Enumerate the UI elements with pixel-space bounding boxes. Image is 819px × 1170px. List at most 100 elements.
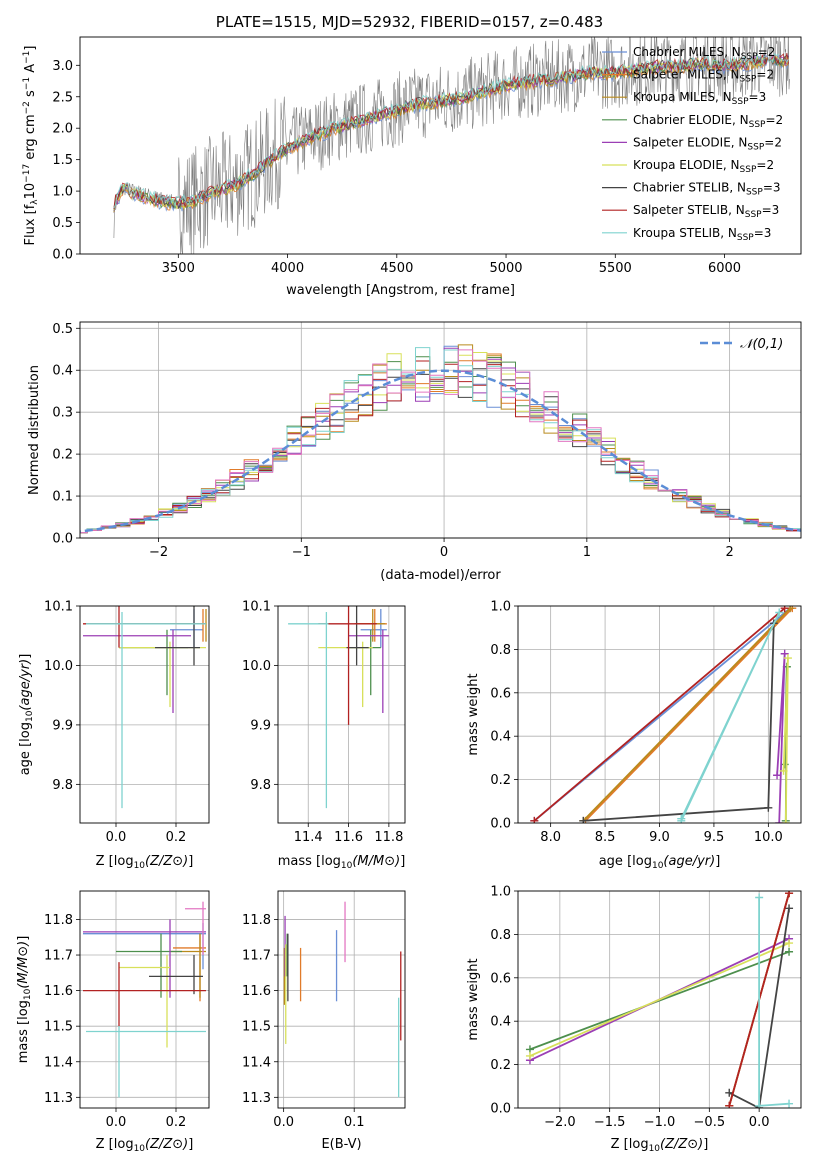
- y-axis-label: Flux [fλ​10−17​ erg cm−2​ s−1​ A−1​]: [22, 46, 40, 246]
- weight-marker: [755, 893, 764, 902]
- legend-label: Chabrier STELIB, NSSP=3: [633, 181, 781, 198]
- y-tick-label: 0.2: [490, 773, 511, 788]
- legend-label: Chabrier MILES, NSSP=2: [633, 45, 775, 62]
- plot-area: [283, 901, 402, 1098]
- x-tick-label: 0.0: [106, 830, 127, 845]
- plot-area: [80, 344, 801, 534]
- weight-marker: [755, 1101, 764, 1108]
- weight-line-4: [776, 653, 786, 823]
- x-tick-label: −1.5: [594, 1115, 626, 1130]
- x-axis-label: wavelength [Angstrom, rest frame]: [286, 283, 515, 298]
- y-tick-label: 0.5: [52, 322, 73, 337]
- plot-area: [288, 606, 389, 809]
- weight-line-5: [529, 942, 790, 1057]
- y-tick-label: 10.1: [44, 600, 73, 615]
- x-tick-label: 3500: [162, 261, 195, 276]
- panel-residual_hist: −2 −1 0 1 2 0.0 0.1 0.2 0.3 0.4 0.5: [52, 321, 802, 560]
- panel-mass_vs_Z: 0.0 0.2 11.3 11.4 11.5 11.6 11.7 11.8: [44, 890, 210, 1130]
- weight-marker: [725, 1088, 734, 1097]
- normal-curve: [80, 369, 801, 533]
- y-tick-label: 1.0: [490, 885, 511, 900]
- y-tick-label: 0.1: [52, 490, 73, 505]
- weight-marker: [775, 608, 784, 617]
- weight-line-6: [728, 908, 790, 1108]
- y-tick-label: 11.6: [242, 984, 271, 999]
- x-axis-label: Z [log10(Z/Z⊙)]: [96, 1137, 194, 1154]
- x-tick-label: −1.0: [644, 1115, 676, 1130]
- legend-label: Chabrier ELODIE, NSSP=2: [633, 113, 783, 130]
- y-tick-label: 0.0: [52, 248, 73, 263]
- weight-marker: [785, 904, 794, 913]
- y-tick-label: 9.9: [250, 718, 271, 733]
- x-tick-label: 9.5: [704, 830, 725, 845]
- axes-frame: [79, 890, 210, 1109]
- legend-label: Salpeter ELODIE, NSSP=2: [633, 135, 782, 152]
- plot-area: [83, 606, 207, 809]
- x-tick-label: 10.0: [754, 830, 783, 845]
- y-tick-label: 3.0: [52, 59, 73, 74]
- axes-frame: [277, 890, 406, 1109]
- y-tick-label: 0.8: [490, 928, 511, 943]
- weight-marker: [773, 771, 782, 780]
- y-tick-label: 0.3: [52, 406, 73, 421]
- axes-frame: [517, 605, 802, 824]
- y-tick-label: 2.0: [52, 122, 73, 137]
- weight-marker: [781, 819, 790, 823]
- x-tick-label: 8.5: [595, 830, 616, 845]
- weight-marker: [785, 891, 794, 898]
- y-axis-label: Normed distribution: [27, 365, 42, 495]
- x-tick-label: 8.0: [540, 830, 561, 845]
- legend-label: Salpeter STELIB, NSSP=3: [633, 203, 779, 220]
- legend-label: Kroupa ELODIE, NSSP=2: [633, 158, 774, 175]
- panel-massweight_vs_Z: −2.0 −1.5 −1.0 −0.5 0.0 0.0 0.2 0.4 0.6 0.8 1.0: [490, 885, 802, 1130]
- y-tick-label: 10.1: [242, 600, 271, 615]
- x-tick-label: 4500: [380, 261, 413, 276]
- x-tick-label: 0.0: [273, 1115, 294, 1130]
- panel-age_vs_Z: 0.0 0.2 9.8 9.9 10.0 10.1: [44, 600, 210, 845]
- y-tick-label: 10.0: [242, 659, 271, 674]
- x-tick-label: −2.0: [544, 1115, 576, 1130]
- x-axis-label: Z [log10(Z/Z⊙)]: [611, 1137, 709, 1154]
- y-tick-label: 9.8: [52, 778, 73, 793]
- x-tick-label: 0.0: [749, 1115, 770, 1130]
- spectrum-legend: Chabrier MILES, NSSP=2 Salpeter MILES, NS…: [602, 45, 783, 243]
- plot-area: [530, 606, 797, 823]
- y-tick-label: 11.3: [242, 1091, 271, 1106]
- weight-marker: [785, 1099, 794, 1108]
- weight-line-1: [584, 607, 793, 822]
- weight-marker: [530, 816, 539, 823]
- figure-title: PLATE=1515, MJD=52932, FIBERID=0157, z=0…: [215, 13, 604, 31]
- weight-line-2: [582, 607, 791, 822]
- x-tick-label: 1: [583, 545, 591, 560]
- weight-marker: [779, 766, 788, 775]
- x-axis-label: E(B-V): [321, 1137, 361, 1152]
- y-tick-label: 0.4: [490, 1015, 511, 1030]
- y-tick-label: 11.8: [44, 913, 73, 928]
- y-tick-label: 10.0: [44, 659, 73, 674]
- weight-marker: [525, 1051, 534, 1060]
- axes-frame: [517, 890, 802, 1109]
- y-tick-label: 0.6: [490, 971, 511, 986]
- y-tick-label: 11.7: [242, 949, 271, 964]
- x-tick-label: 0.2: [166, 830, 187, 845]
- legend-label: Salpeter MILES, NSSP=2: [633, 68, 774, 85]
- weight-marker: [677, 816, 686, 823]
- axes-frame: [277, 605, 406, 824]
- y-tick-label: 9.8: [250, 778, 271, 793]
- panel-spectrum: 3500 4000 4500 5000 5500 6000 0.0 0.5 1.0 1.5 2.0 2…: [52, 36, 802, 276]
- weight-marker: [725, 1101, 734, 1108]
- x-tick-label: 4000: [271, 261, 304, 276]
- y-tick-label: 2.5: [52, 90, 73, 105]
- y-tick-label: 1.0: [52, 185, 73, 200]
- weight-marker: [783, 654, 792, 663]
- x-tick-label: 9.0: [649, 830, 670, 845]
- x-axis-label: (data-model)/error: [380, 568, 501, 583]
- y-tick-label: 0.5: [52, 216, 73, 231]
- plot-area: [113, 37, 790, 254]
- y-tick-label: 0.2: [52, 448, 73, 463]
- legend-label: Kroupa MILES, NSSP=3: [633, 90, 766, 107]
- axes-frame: [79, 605, 210, 824]
- y-tick-label: 11.4: [44, 1055, 73, 1070]
- x-tick-label: 2: [725, 545, 733, 560]
